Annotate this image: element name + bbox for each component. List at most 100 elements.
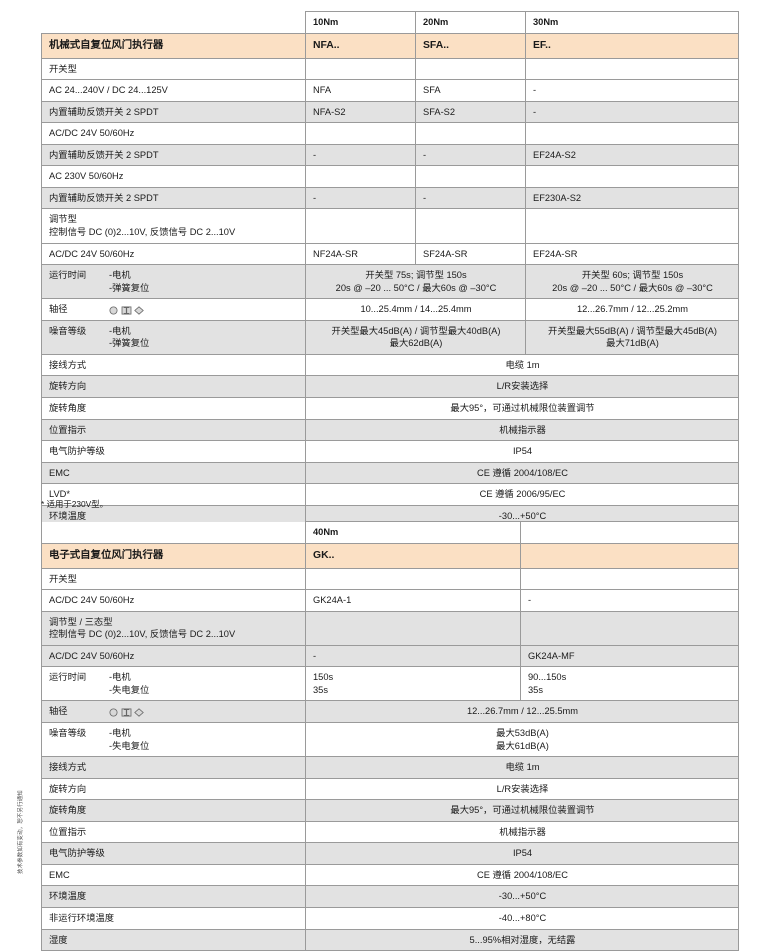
spec-row-span: 旋转角度 最大95°，可通过机械限位装置调节	[41, 396, 739, 420]
spec-row: 内置辅助反馈开关 2 SPDT - - EF24A-S2	[41, 143, 739, 167]
spec-label-sub	[109, 303, 299, 316]
spec-row-value	[525, 122, 739, 145]
spec-row-label: 内置辅助反馈开关 2 SPDT	[41, 100, 306, 124]
spec-label-text: 环境温度	[49, 510, 87, 521]
spec-value-left: 开关型最大45dB(A) / 调节型最大40dB(A) 最大62dB(A)	[305, 319, 526, 355]
spec-row-value	[305, 610, 521, 646]
spec-row-value-span: CE 遵循 2004/108/EC	[305, 863, 739, 887]
spec-row-value: NFA	[305, 79, 416, 102]
spec-row-split: 运行时间 -电机 -弹簧复位 开关型 75s; 调节型 150s 20s @ –20 .…	[41, 264, 739, 300]
spec-label-line2: 控制信号 DC (0)2...10V, 反馈信号 DC 2...10V	[49, 226, 236, 237]
spec-label-line1: 调节型 / 三态型	[49, 616, 113, 627]
spec-row-value-span: 5...95%相对湿度，无结露	[305, 928, 739, 951]
spec-row-label: AC/DC 24V 50/60Hz	[41, 242, 306, 266]
spec-label-text: 内置辅助反馈开关 2 SPDT	[49, 192, 159, 203]
spec-row-label: AC/DC 24V 50/60Hz	[41, 122, 306, 145]
spec-row: 内置辅助反馈开关 2 SPDT NFA-S2 SFA-S2-	[41, 100, 739, 124]
spec-row-label: 运行时间 -电机 -失电复位	[41, 666, 306, 702]
spec-row-split: 运行时间 -电机 -失电复位 150s 35s 90...150s 35s	[41, 666, 739, 702]
spec-row-value	[415, 208, 526, 244]
spec-row-value	[305, 57, 416, 81]
spec-row-value-span: -40...+80°C	[305, 906, 739, 930]
spec-row-value: SF24A-SR	[415, 242, 526, 266]
shaft-shape-icons	[109, 706, 149, 718]
spec-label-line1: 调节型	[49, 214, 77, 225]
spec-row: 内置辅助反馈开关 2 SPDT - - EF230A-S2	[41, 186, 739, 210]
spec-label-text: 旋转角度	[49, 805, 87, 816]
spec-row-value: -	[305, 644, 521, 668]
spec-row-span: 旋转方向 L/R安装选择	[41, 375, 739, 398]
shaft-shape-icons	[109, 304, 149, 316]
spec-label-text: 旋转方向	[49, 783, 87, 794]
spec-label-text: LVD*	[49, 489, 71, 500]
spec-row-value: -	[415, 186, 526, 210]
spec-row-label: 旋转方向	[41, 777, 306, 801]
spec-row: 开关型	[41, 567, 739, 591]
torque-header-cell: 30Nm	[525, 11, 739, 34]
spec-value-right: 12...26.7mm / 12...25.2mm	[525, 298, 739, 321]
spec-label-key: 噪音等级	[49, 325, 87, 336]
spec-row-value	[525, 57, 739, 81]
spec-label-text: EMC	[49, 467, 70, 478]
spec-row-label: 开关型	[41, 567, 306, 591]
spec-row-value	[415, 165, 526, 188]
spec-row-value: SFA-S2	[415, 100, 526, 124]
series-code-cell: EF..	[525, 32, 739, 59]
spec-row-split: 噪音等级 -电机 -弹簧复位 开关型最大45dB(A) / 调节型最大40dB(A) 最…	[41, 319, 739, 355]
spec-row-value-span: 最大53dB(A) 最大61dB(A)	[305, 722, 739, 758]
spec-row-label: 位置指示	[41, 820, 306, 844]
torque-header-row: 10Nm 20Nm 30Nm	[41, 11, 739, 34]
spec-row-value: EF230A-S2	[525, 186, 739, 210]
spec-label-text: 位置指示	[49, 826, 87, 837]
spec-value-left: 150s 35s	[305, 666, 521, 702]
spec-row-label: 接线方式	[41, 756, 306, 779]
spec-value-right: 90...150s 35s	[520, 666, 739, 702]
spec-row-label: 噪音等级 -电机 -失电复位	[41, 722, 306, 758]
spec-label-text: AC/DC 24V 50/60Hz	[49, 248, 135, 259]
spec-row-label: 旋转角度	[41, 799, 306, 822]
torque-row-spacer	[41, 521, 306, 544]
spec-label-key: 轴径	[49, 304, 68, 315]
spec-row-span: 位置指示 机械指示器	[41, 418, 739, 442]
spec-row-value	[305, 208, 416, 244]
spec-row-value: -	[415, 143, 526, 167]
spec-row-span: 旋转方向 L/R安装选择	[41, 777, 739, 801]
spec-row-label: EMC	[41, 863, 306, 887]
series-code-cell: NFA..	[305, 32, 416, 59]
spec-row-value-span: 最大95°，可通过机械限位装置调节	[305, 396, 739, 420]
spec-row-label: 轴径	[41, 298, 306, 321]
torque-header-row: 40Nm	[41, 521, 739, 544]
spec-row-value	[520, 567, 739, 591]
spec-row-value: -	[520, 589, 739, 612]
spec-row-label: 内置辅助反馈开关 2 SPDT	[41, 186, 306, 210]
spec-row-value	[305, 567, 521, 591]
spec-row-label: 调节型 控制信号 DC (0)2...10V, 反馈信号 DC 2...10V	[41, 208, 306, 244]
spec-row-label: 接线方式	[41, 353, 306, 377]
spec-row-span: 接线方式 电缆 1m	[41, 353, 739, 377]
spec-row-value-span: L/R安装选择	[305, 777, 739, 801]
spec-label-text: AC/DC 24V 50/60Hz	[49, 650, 135, 661]
series-code-cell: SFA..	[415, 32, 526, 59]
spec-row-value	[305, 122, 416, 145]
spec-label-sub: -电机 -失电复位	[109, 728, 150, 751]
spec-value-right: 开关型最大55dB(A) / 调节型最大45dB(A) 最大71dB(A)	[525, 319, 739, 355]
spec-row-value-span: IP54	[305, 842, 739, 865]
spec-label-line2: 控制信号 DC (0)2...10V, 反馈信号 DC 2...10V	[49, 629, 236, 640]
spec-row-value: NF24A-SR	[305, 242, 416, 266]
spec-row-label: 电气防护等级	[41, 440, 306, 463]
spec-row-span: 电气防护等级 IP54	[41, 842, 739, 865]
spec-value-left: 开关型 75s; 调节型 150s 20s @ –20 ... 50°C / 最大…	[305, 264, 526, 300]
spec-row-label: 调节型 / 三态型控制信号 DC (0)2...10V, 反馈信号 DC 2..…	[41, 610, 306, 646]
spec-row-value-span: CE 遵循 2004/108/EC	[305, 461, 739, 485]
spec-row-value	[415, 57, 526, 81]
spec-row-label: AC 230V 50/60Hz	[41, 165, 306, 188]
spec-row-label: 运行时间 -电机 -弹簧复位	[41, 264, 306, 300]
mechanical-actuator-spec-table: 10Nm 20Nm 30Nm 机械式自复位风门执行器 NFA.. SFA.. EF.. 开关型…	[41, 11, 739, 571]
spec-label-text: 环境温度	[49, 891, 87, 902]
spec-label-key: 运行时间	[49, 270, 87, 281]
spec-label-text: 接线方式	[49, 762, 87, 773]
spec-label-key: 轴径	[49, 706, 68, 717]
margin-disclaimer-note: 技术参数如有变动，恕不另行通知	[18, 790, 24, 874]
electronic-table-body: 40Nm 电子式自复位风门执行器 GK.. 开关型 AC/DC 24V 50/60Hz G…	[41, 521, 739, 951]
spec-row-label: 位置指示	[41, 418, 306, 442]
